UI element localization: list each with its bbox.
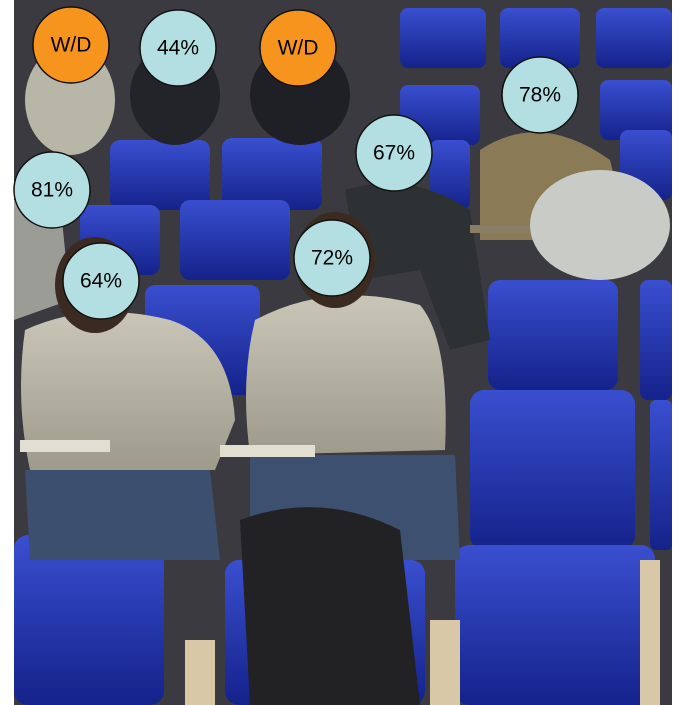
tag-label: 67% [373, 142, 415, 165]
photo-with-tags: W/D 44% W/D 78% 67% 81% 72% 64% [0, 0, 678, 705]
tag-label: 64% [80, 270, 122, 293]
face-tag: W/D [33, 7, 109, 83]
face-tag: 78% [502, 57, 578, 133]
face-tag: 72% [294, 220, 370, 296]
face-tag: 67% [356, 115, 432, 191]
tag-label: W/D [51, 34, 92, 57]
tag-label: 81% [31, 179, 73, 202]
tag-label: W/D [278, 37, 319, 60]
face-tag: 44% [140, 10, 216, 86]
tag-label: 78% [519, 84, 561, 107]
tag-label: 72% [311, 247, 353, 270]
face-tag: 81% [14, 152, 90, 228]
face-tag: 64% [63, 243, 139, 319]
face-tag: W/D [260, 10, 336, 86]
page: W/D44%W/D78%67%81%72%64% (() => { const … [0, 0, 678, 705]
tag-label: 44% [157, 37, 199, 60]
